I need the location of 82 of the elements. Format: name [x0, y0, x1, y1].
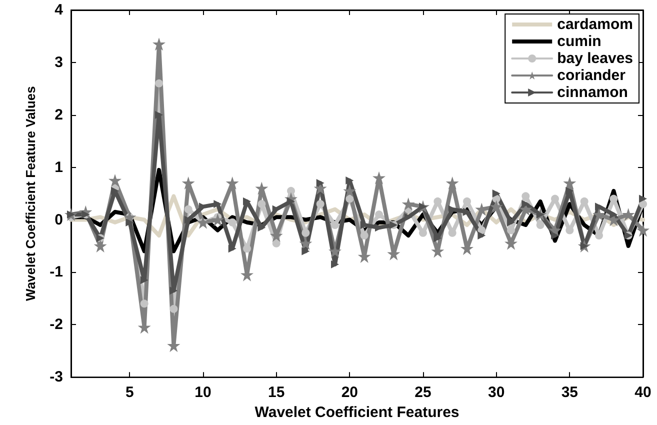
point — [639, 194, 647, 203]
y-tick-label: -3 — [50, 368, 63, 386]
point — [639, 200, 647, 208]
point — [563, 176, 576, 190]
point — [228, 218, 236, 226]
y-tick-label: -1 — [50, 264, 63, 281]
point — [566, 186, 574, 195]
point — [402, 198, 415, 211]
point — [343, 184, 356, 198]
legend-label: coriander — [557, 67, 626, 84]
point — [140, 276, 148, 284]
point — [302, 247, 310, 256]
point — [636, 224, 650, 237]
legend-label: cardamom — [557, 16, 633, 33]
point — [595, 202, 603, 211]
point — [316, 200, 324, 208]
point — [463, 208, 471, 216]
legend-label: cumin — [557, 33, 602, 50]
point — [182, 176, 195, 190]
y-tick-label: 2 — [54, 106, 63, 124]
y-tick-label: 1 — [54, 158, 63, 176]
y-tick-label: 3 — [54, 54, 63, 71]
legend-label: cinnamon — [557, 84, 628, 101]
point — [360, 232, 368, 240]
point — [434, 234, 442, 242]
point — [372, 171, 386, 184]
x-tick-label: 20 — [341, 384, 358, 402]
point — [331, 221, 339, 230]
x-tick-label: 15 — [268, 384, 285, 402]
point — [152, 38, 166, 51]
point — [155, 79, 163, 88]
point — [302, 228, 310, 237]
point — [258, 224, 266, 232]
x-axis-title: Wavelet Coefficient Features — [254, 404, 460, 421]
point — [592, 208, 606, 222]
point — [184, 205, 192, 214]
point — [346, 176, 354, 184]
point — [446, 176, 459, 190]
point — [287, 186, 295, 195]
y-tick-label: 0 — [54, 211, 63, 228]
point — [536, 221, 544, 230]
x-tick-label: 10 — [194, 384, 212, 402]
point — [184, 216, 192, 224]
x-tick-label: 35 — [561, 384, 578, 402]
x-tick-label: 5 — [125, 384, 134, 402]
point — [478, 232, 486, 240]
point — [214, 200, 222, 208]
point — [243, 244, 251, 253]
point — [595, 232, 603, 240]
point — [126, 218, 134, 226]
point — [170, 286, 178, 295]
point — [255, 182, 268, 195]
point — [299, 236, 312, 250]
point — [507, 218, 515, 226]
point — [492, 190, 500, 198]
point — [331, 260, 339, 268]
x-tick-label: 25 — [414, 384, 432, 402]
point — [316, 179, 324, 188]
point — [346, 194, 354, 203]
x-tick-label: 30 — [488, 384, 505, 402]
point — [155, 110, 163, 119]
point — [111, 186, 119, 195]
point — [243, 197, 251, 206]
point — [622, 208, 635, 222]
point — [551, 232, 559, 240]
y-tick-label: 4 — [54, 2, 64, 18]
point — [108, 174, 122, 187]
point — [375, 210, 383, 219]
point — [226, 176, 239, 190]
point — [490, 200, 503, 214]
point — [170, 304, 178, 313]
x-tick-label: 40 — [634, 384, 652, 402]
y-tick-label: -2 — [50, 316, 63, 334]
point — [522, 200, 530, 208]
point — [140, 300, 148, 308]
point — [211, 213, 224, 226]
y-axis-title: Wavelet Coefficient Feature Values — [23, 86, 38, 301]
point — [228, 244, 236, 253]
legend-label: bay leaves — [557, 50, 634, 67]
point — [258, 200, 266, 208]
point — [504, 236, 518, 250]
point — [94, 239, 107, 252]
